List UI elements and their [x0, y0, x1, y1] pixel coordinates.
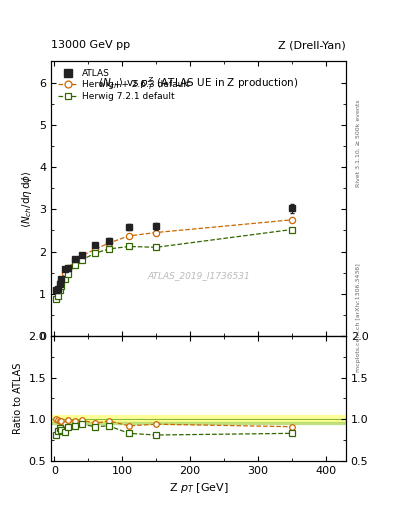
Text: ATLAS_2019_I1736531: ATLAS_2019_I1736531: [147, 271, 250, 280]
Text: Z (Drell-Yan): Z (Drell-Yan): [278, 40, 346, 50]
Legend: ATLAS, Herwig++ 2.6.3 default, Herwig 7.2.1 default: ATLAS, Herwig++ 2.6.3 default, Herwig 7.…: [55, 66, 192, 104]
Bar: [51, 415, 346, 422]
Text: 13000 GeV pp: 13000 GeV pp: [51, 40, 130, 50]
Text: Rivet 3.1.10, ≥ 500k events: Rivet 3.1.10, ≥ 500k events: [356, 99, 361, 187]
Text: $\langle N_{ch}\rangle$ vs $p_T^Z$ (ATLAS UE in Z production): $\langle N_{ch}\rangle$ vs $p_T^Z$ (ATLA…: [98, 75, 299, 92]
Bar: [51, 422, 346, 424]
X-axis label: Z $p_T$ [GeV]: Z $p_T$ [GeV]: [169, 481, 228, 495]
Y-axis label: $\langle N_{ch}/\mathrm{d}\eta\,\mathrm{d}\phi\rangle$: $\langle N_{ch}/\mathrm{d}\eta\,\mathrm{…: [20, 170, 33, 227]
Y-axis label: Ratio to ATLAS: Ratio to ATLAS: [13, 362, 23, 434]
Text: mcplots.cern.ch [arXiv:1306.3436]: mcplots.cern.ch [arXiv:1306.3436]: [356, 263, 361, 372]
